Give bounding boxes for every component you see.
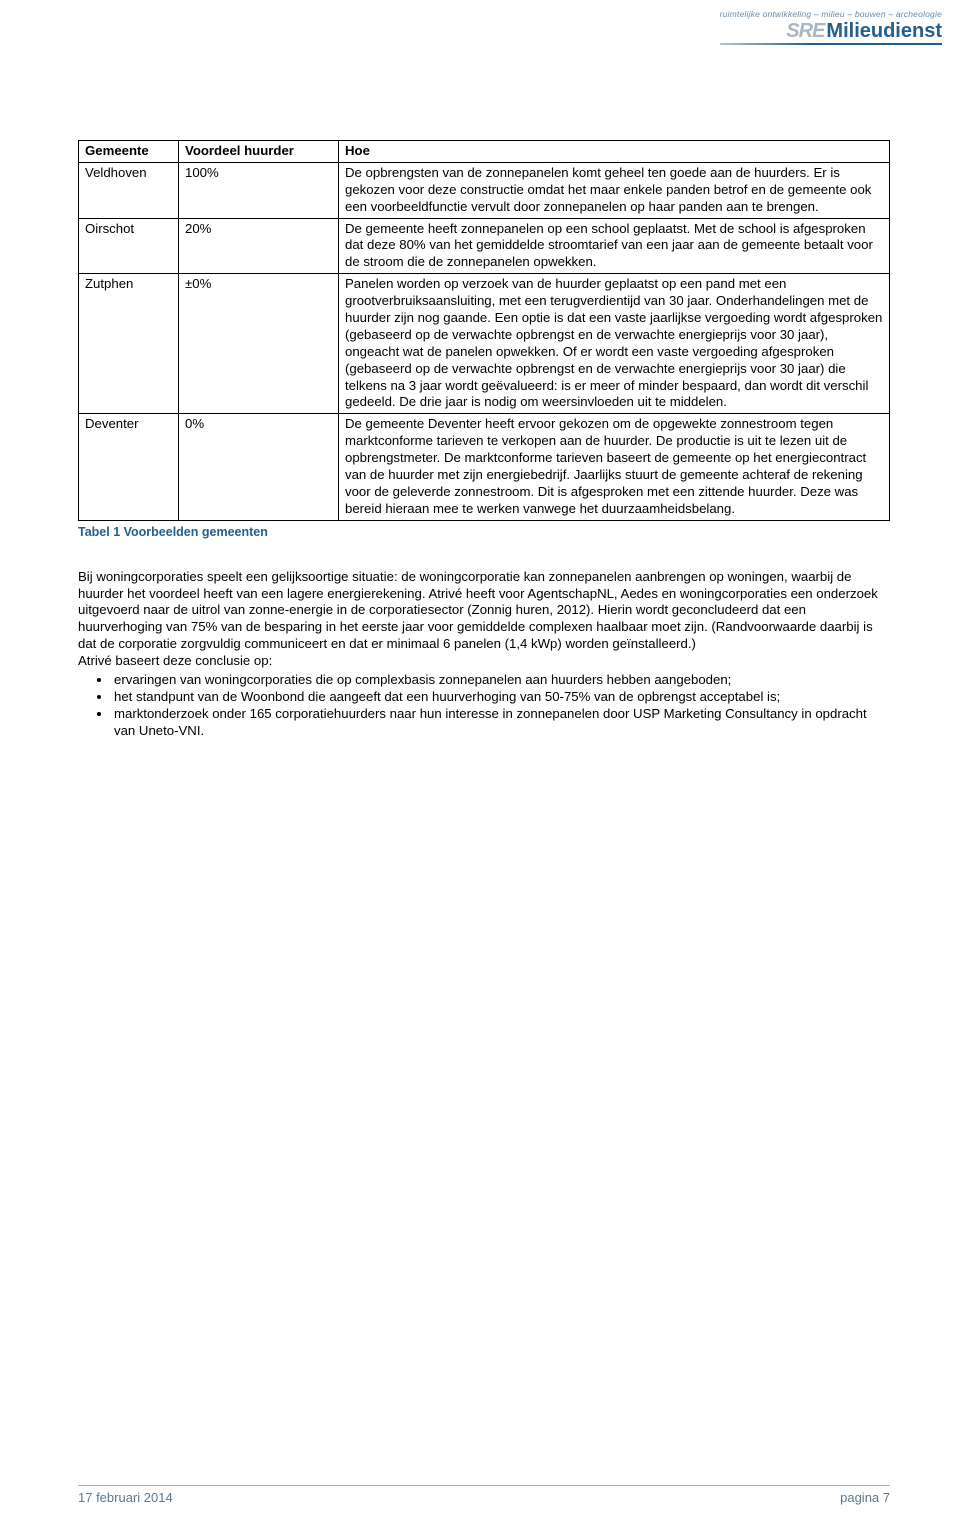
list-item: het standpunt van de Woonbond die aangee… <box>112 689 890 706</box>
examples-table: Gemeente Voordeel huurder Hoe Veldhoven … <box>78 140 890 521</box>
body-lead-in: Atrivé baseert deze conclusie op: <box>78 653 890 670</box>
table-row: Oirschot 20% De gemeente heeft zonnepane… <box>79 218 890 274</box>
cell-voordeel: 20% <box>179 218 339 274</box>
brand-mark: SREMilieudienst <box>720 21 942 41</box>
table-header-row: Gemeente Voordeel huurder Hoe <box>79 141 890 163</box>
cell-hoe: De gemeente Deventer heeft ervoor gekoze… <box>339 414 890 520</box>
cell-hoe: De gemeente heeft zonnepanelen op een sc… <box>339 218 890 274</box>
cell-hoe: Panelen worden op verzoek van de huurder… <box>339 274 890 414</box>
cell-voordeel: ±0% <box>179 274 339 414</box>
cell-gemeente: Deventer <box>79 414 179 520</box>
table-row: Zutphen ±0% Panelen worden op verzoek va… <box>79 274 890 414</box>
page-footer: 17 februari 2014 pagina 7 <box>78 1485 890 1505</box>
brand-prefix: SRE <box>786 20 824 42</box>
bullet-list: ervaringen van woningcorporaties die op … <box>78 672 890 740</box>
footer-date: 17 februari 2014 <box>78 1490 173 1505</box>
brand-logo: ruimtelijke ontwikkeling – milieu – bouw… <box>720 10 942 45</box>
col-header-voordeel: Voordeel huurder <box>179 141 339 163</box>
table-row: Veldhoven 100% De opbrengsten van de zon… <box>79 162 890 218</box>
cell-gemeente: Veldhoven <box>79 162 179 218</box>
cell-voordeel: 100% <box>179 162 339 218</box>
col-header-gemeente: Gemeente <box>79 141 179 163</box>
brand-name: Milieudienst <box>826 20 942 42</box>
page: ruimtelijke ontwikkeling – milieu – bouw… <box>0 0 960 1533</box>
cell-gemeente: Zutphen <box>79 274 179 414</box>
list-item: marktonderzoek onder 165 corporatiehuurd… <box>112 706 890 740</box>
brand-tagline: ruimtelijke ontwikkeling – milieu – bouw… <box>720 10 942 19</box>
list-item: ervaringen van woningcorporaties die op … <box>112 672 890 689</box>
col-header-hoe: Hoe <box>339 141 890 163</box>
brand-underline <box>720 43 942 45</box>
cell-hoe: De opbrengsten van de zonnepanelen komt … <box>339 162 890 218</box>
footer-page: pagina 7 <box>840 1490 890 1505</box>
body-paragraph: Bij woningcorporaties speelt een gelijks… <box>78 569 890 653</box>
cell-voordeel: 0% <box>179 414 339 520</box>
table-row: Deventer 0% De gemeente Deventer heeft e… <box>79 414 890 520</box>
cell-gemeente: Oirschot <box>79 218 179 274</box>
body-text: Bij woningcorporaties speelt een gelijks… <box>78 569 890 670</box>
table-caption: Tabel 1 Voorbeelden gemeenten <box>78 525 890 539</box>
